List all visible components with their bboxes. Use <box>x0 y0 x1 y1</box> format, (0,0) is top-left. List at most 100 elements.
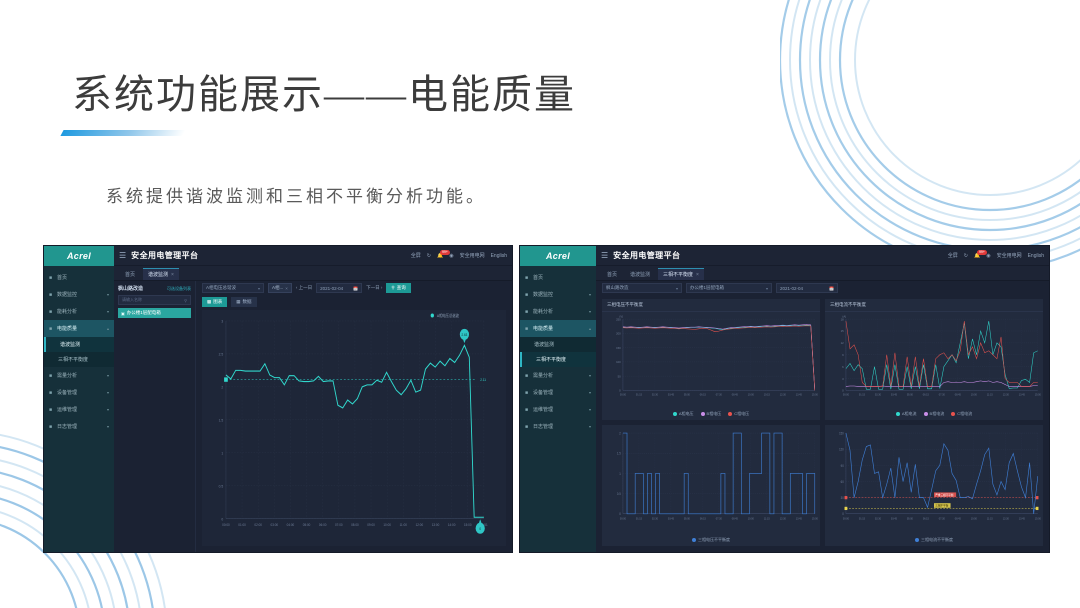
date-picker[interactable]: 2021-02-04 📅 <box>776 283 838 293</box>
svg-text:02:30: 02:30 <box>652 393 659 396</box>
svg-text:0: 0 <box>479 527 481 531</box>
svg-text:15:00: 15:00 <box>1035 393 1042 396</box>
prev-day-button[interactable]: ‹ 上一日 <box>295 285 313 290</box>
sidebar-item-power-quality[interactable]: ■ 电能质量 ▴ <box>44 320 114 337</box>
fullscreen-icon[interactable]: 全屏 <box>947 253 958 259</box>
device-list-link[interactable]: 可选设备列表 <box>167 285 191 291</box>
sidebar-item-device-management[interactable]: ■ 设备管理 ▾ <box>44 384 114 401</box>
tree-node-selected[interactable]: ▣ 办公楼1层配电箱 <box>118 308 191 318</box>
svg-text:9: 9 <box>842 353 844 357</box>
sidebar-item-power-quality[interactable]: ■ 电能质量 ▴ <box>520 320 596 337</box>
svg-text:10:00: 10:00 <box>748 516 755 520</box>
language-switch[interactable]: English <box>1027 252 1044 259</box>
svg-text:150: 150 <box>839 431 844 435</box>
site-label[interactable]: 安全用电网 <box>996 253 1022 259</box>
sidebar-item-device-management[interactable]: ■ 设备管理 ▾ <box>520 384 596 401</box>
refresh-icon[interactable]: ↻ <box>963 252 968 259</box>
sidebar-item-data-monitor[interactable]: ■ 数据监控 ▾ <box>44 286 114 303</box>
search-icon[interactable]: ⚲ <box>184 297 187 303</box>
svg-text:11:15: 11:15 <box>987 516 993 520</box>
tab-harmonic-monitoring[interactable]: 谐波监测 <box>630 272 651 278</box>
app-header-left: Acrel ☰ 安全用电管理平台 全屏 ↻ 🔔 99+ ◉ 安全用电网 Engl… <box>44 246 512 266</box>
close-icon[interactable]: × <box>696 272 699 278</box>
filter-bar: 枫山路改造 ▾ 办公楼1层配电箱 ▾ 2021-02-04 📅 <box>596 281 1049 295</box>
project-select[interactable]: 枫山路改造 ▾ <box>602 283 682 293</box>
search-button[interactable]: ⚲ 查询 <box>386 283 411 293</box>
sidebar-item-label: 运维管理 <box>57 407 78 413</box>
log-icon: ■ <box>49 423 53 430</box>
sidebar-item-log-management[interactable]: ■ 日志管理 ▾ <box>520 418 596 435</box>
harmonic-order-chip[interactable]: A相... × <box>268 283 292 293</box>
sidebar-item-home[interactable]: ■ 首页 <box>520 269 596 286</box>
svg-text:15:00: 15:00 <box>1035 516 1042 520</box>
sidebar-item-data-monitor[interactable]: ■ 数据监控 ▾ <box>520 286 596 303</box>
svg-text:90: 90 <box>841 464 844 468</box>
sidebar-subitem-harmonic[interactable]: 谐波监测 <box>44 337 114 352</box>
date-picker[interactable]: 2021-02-04 📅 <box>316 283 363 293</box>
sidebar-item-energy-analysis[interactable]: ■ 能耗分析 ▾ <box>520 303 596 320</box>
tab-home[interactable]: 首页 <box>125 272 136 278</box>
power-icon: ■ <box>525 325 529 332</box>
svg-text:0: 0 <box>619 512 621 516</box>
svg-text:1.5: 1.5 <box>617 451 621 455</box>
svg-text:10:00: 10:00 <box>971 516 978 520</box>
bell-icon[interactable]: 🔔 99+ <box>973 249 987 259</box>
sidebar-item-log-management[interactable]: ■ 日志管理 ▾ <box>44 418 114 435</box>
legend-current-unbalance: 三相电流不平衡度 <box>825 536 1043 546</box>
sidebar-item-demand-analysis[interactable]: ■ 需量分析 ▾ <box>44 367 114 384</box>
svg-text:12:30: 12:30 <box>780 516 787 520</box>
svg-text:13:45: 13:45 <box>796 393 803 396</box>
close-icon[interactable]: × <box>285 285 288 291</box>
tab-three-phase-unbalance[interactable]: 三相不平衡度 × <box>658 268 704 280</box>
sidebar-item-energy-analysis[interactable]: ■ 能耗分析 ▾ <box>44 303 114 320</box>
sidebar-item-demand-analysis[interactable]: ■ 需量分析 ▾ <box>520 367 596 384</box>
svg-text:00:00: 00:00 <box>843 393 850 396</box>
chevron-down-icon: ▾ <box>106 292 109 297</box>
svg-text:07:30: 07:30 <box>939 516 946 520</box>
tab-bar: 首页 谐波监测 三相不平衡度 × <box>596 266 1049 281</box>
language-switch[interactable]: English <box>490 252 507 259</box>
tab-label: 三相不平衡度 <box>663 272 694 278</box>
refresh-icon[interactable]: ↻ <box>426 252 431 259</box>
panel-voltage-unbalance: 0 0.5 1 1.5 2 00:00 01:15 02:30 03:45 05:00 06:15 0… <box>602 425 820 546</box>
sidebar-item-label: 设备管理 <box>533 390 554 396</box>
user-icon[interactable]: ◉ <box>449 252 454 259</box>
tab-harmonic-monitoring[interactable]: 谐波监测 × <box>143 268 179 280</box>
sidebar-item-ops-management[interactable]: ■ 运维管理 ▾ <box>520 401 596 418</box>
sidebar-item-home[interactable]: ■ 首页 <box>44 269 114 286</box>
tree-title: 枫山路改造 <box>118 286 144 292</box>
search-input[interactable]: 请输入名称 ⚲ <box>118 295 191 305</box>
toggle-data-view[interactable]: ▦ 数据 <box>231 297 257 307</box>
svg-text:10:00: 10:00 <box>383 523 391 527</box>
voltage-unbalance-chart: 0 0.5 1 1.5 2 00:00 01:15 02:30 03:45 05:00 06:15 0… <box>617 431 818 520</box>
svg-text:30: 30 <box>841 496 844 500</box>
svg-text:02:00: 02:00 <box>254 523 262 527</box>
toggle-chart-view[interactable]: ▩ 图表 <box>202 297 228 307</box>
tab-home[interactable]: 首页 <box>607 272 618 278</box>
svg-text:2.5: 2.5 <box>219 352 224 356</box>
bell-icon[interactable]: 🔔 99+ <box>436 249 450 259</box>
chip-label: A相... <box>272 285 284 290</box>
device-select[interactable]: 办公楼1层配电箱 ▾ <box>686 283 772 293</box>
svg-text:3: 3 <box>221 319 223 323</box>
harmonic-type-select[interactable]: A相电压总谐波 ▾ <box>202 283 264 293</box>
sidebar-item-ops-management[interactable]: ■ 运维管理 ▾ <box>44 401 114 418</box>
svg-text:200: 200 <box>616 332 621 336</box>
user-icon[interactable]: ◉ <box>986 252 991 259</box>
menu-icon[interactable]: ☰ <box>601 251 609 260</box>
sidebar-subitem-unbalance[interactable]: 三相不平衡度 <box>44 352 114 367</box>
sidebar-subitem-unbalance[interactable]: 三相不平衡度 <box>520 352 596 367</box>
menu-icon[interactable]: ☰ <box>119 251 127 260</box>
close-icon[interactable]: × <box>171 272 174 278</box>
legend-item: C相电流 <box>951 411 972 417</box>
svg-text:08:45: 08:45 <box>732 516 739 520</box>
fullscreen-icon[interactable]: 全屏 <box>410 253 421 259</box>
svg-text:0: 0 <box>842 512 844 516</box>
svg-text:04:00: 04:00 <box>287 523 295 527</box>
svg-text:05:00: 05:00 <box>684 516 691 520</box>
search-icon: ⚲ <box>391 285 395 290</box>
page-title: 系统功能展示——电能质量 <box>72 72 576 117</box>
next-day-button[interactable]: 下一日 › <box>366 285 383 290</box>
sidebar-subitem-harmonic[interactable]: 谐波监测 <box>520 337 596 352</box>
site-label[interactable]: 安全用电网 <box>459 253 485 259</box>
